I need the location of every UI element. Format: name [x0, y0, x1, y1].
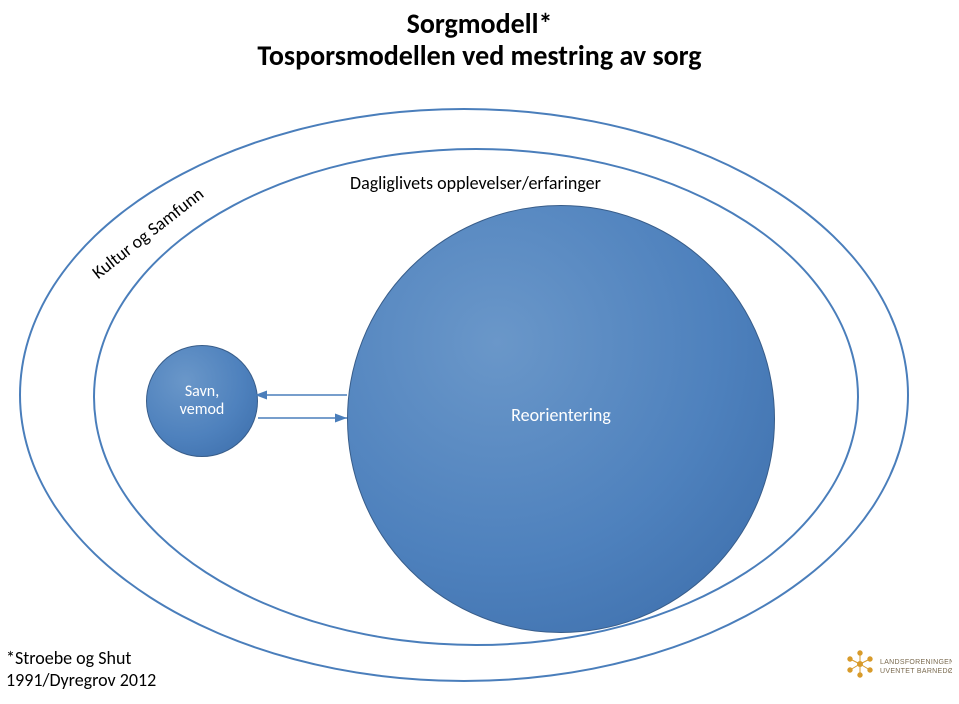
logo-text-2: UVENTET BARNEDØD [880, 668, 952, 675]
logo-icon: LANDSFORENINGEN UVENTET BARNEDØD [842, 650, 952, 692]
diagram-stage: Sorgmodell* Tosporsmodellen ved mestring… [0, 0, 959, 704]
logo-text-1: LANDSFORENINGEN [880, 659, 952, 666]
footnote-line-2: 1991/Dyregrov 2012 [6, 669, 156, 691]
footnote: *Stroebe og Shut 1991/Dyregrov 2012 [6, 648, 156, 691]
arrows-between-circles [0, 0, 959, 704]
footnote-line-1: *Stroebe og Shut [6, 647, 131, 669]
organization-logo: LANDSFORENINGEN UVENTET BARNEDØD [842, 650, 952, 697]
